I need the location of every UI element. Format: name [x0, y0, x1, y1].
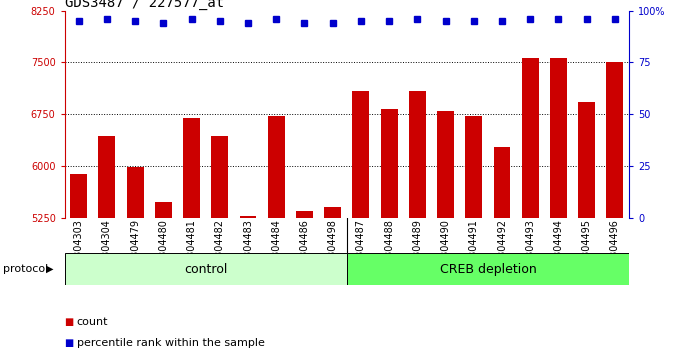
Bar: [409, 91, 426, 218]
Text: ■: ■: [65, 338, 74, 348]
Bar: [437, 111, 454, 218]
Bar: [296, 211, 313, 218]
Bar: [494, 147, 511, 218]
Bar: [183, 118, 200, 218]
Text: ■: ■: [65, 317, 74, 327]
Text: count: count: [77, 317, 108, 327]
Bar: [211, 136, 228, 218]
Text: percentile rank within the sample: percentile rank within the sample: [77, 338, 265, 348]
Bar: [155, 202, 172, 218]
Bar: [550, 58, 567, 218]
Bar: [578, 102, 595, 218]
Bar: [99, 136, 116, 218]
Bar: [465, 116, 482, 218]
Text: GDS3487 / 227577_at: GDS3487 / 227577_at: [65, 0, 224, 10]
Bar: [324, 207, 341, 218]
Bar: [381, 109, 398, 218]
Text: protocol: protocol: [3, 264, 49, 274]
Text: control: control: [184, 263, 227, 275]
Bar: [607, 62, 624, 218]
Text: CREB depletion: CREB depletion: [439, 263, 537, 275]
Text: ▶: ▶: [46, 264, 54, 274]
Bar: [65, 253, 347, 285]
Bar: [522, 58, 539, 218]
Bar: [347, 253, 629, 285]
Bar: [268, 116, 285, 218]
Bar: [126, 167, 143, 218]
Bar: [239, 216, 256, 218]
Bar: [70, 174, 87, 218]
Bar: [352, 91, 369, 218]
